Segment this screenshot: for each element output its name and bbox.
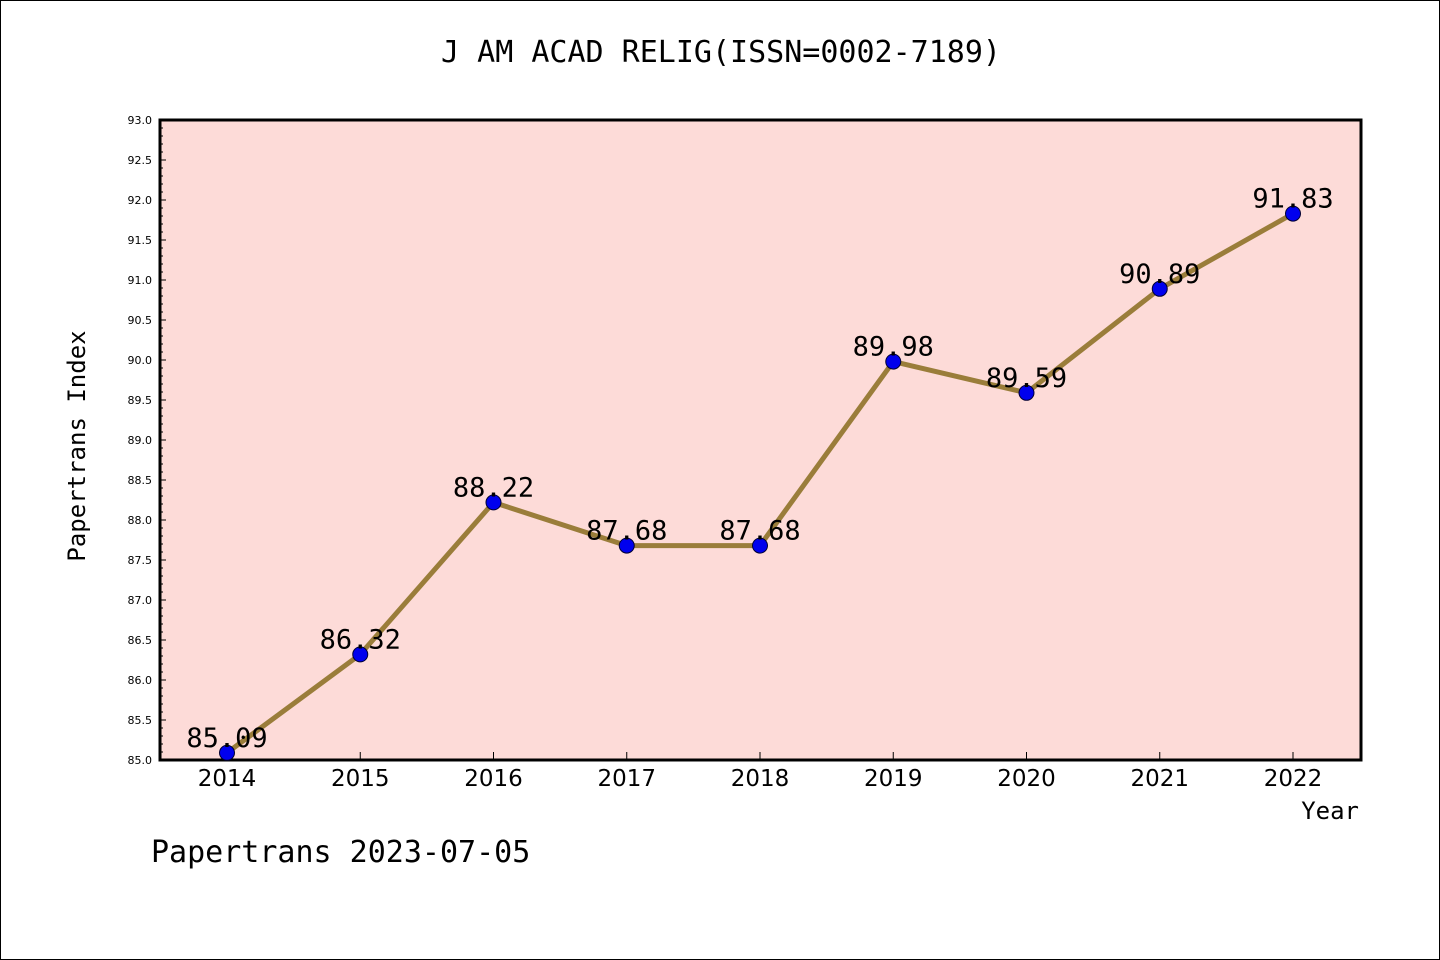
data-label: 88.22 xyxy=(453,472,534,503)
y-tick-label: 91.5 xyxy=(128,234,153,247)
data-label: 85.09 xyxy=(186,723,267,754)
data-label: 86.32 xyxy=(320,624,401,655)
x-tick-label: 2017 xyxy=(597,766,656,792)
y-tick-label: 86.5 xyxy=(128,634,153,647)
data-label: 91.83 xyxy=(1252,184,1333,215)
chart-title: J AM ACAD RELIG(ISSN=0002-7189) xyxy=(441,35,1001,70)
x-tick-label: 2016 xyxy=(464,766,523,792)
data-point-marker xyxy=(1151,280,1168,297)
x-tick-label: 2014 xyxy=(198,766,257,792)
x-tick-label: 2021 xyxy=(1130,766,1189,792)
y-tick-label: 87.5 xyxy=(128,554,153,567)
x-tick-label: 2022 xyxy=(1264,766,1323,792)
y-tick-label: 92.0 xyxy=(128,194,153,207)
data-point-marker xyxy=(885,353,902,370)
data-point-marker xyxy=(1285,205,1301,222)
footer-date-stamp: Papertrans 2023-07-05 xyxy=(151,835,531,870)
y-tick-label: 87.0 xyxy=(128,594,153,607)
y-tick-label: 88.5 xyxy=(128,474,153,487)
y-tick-label: 86.0 xyxy=(128,674,153,687)
y-tick-label: 93.0 xyxy=(128,114,153,127)
data-label: 90.89 xyxy=(1119,259,1200,290)
data-point-marker xyxy=(352,646,369,663)
y-tick-label: 89.5 xyxy=(128,394,153,407)
y-tick-label: 92.5 xyxy=(128,154,153,167)
y-tick-label: 88.0 xyxy=(128,514,153,527)
data-label: 89.98 xyxy=(853,332,934,363)
data-point-marker xyxy=(1018,384,1035,401)
y-tick-label: 85.5 xyxy=(128,714,153,727)
x-tick-label: 2015 xyxy=(331,766,390,792)
y-tick-label: 85.0 xyxy=(128,754,153,767)
y-tick-label: 91.0 xyxy=(128,274,153,287)
data-point-marker xyxy=(752,537,768,554)
y-tick-label: 90.5 xyxy=(128,314,153,327)
data-point-marker xyxy=(219,744,235,761)
y-tick-label: 89.0 xyxy=(128,434,153,447)
data-point-marker xyxy=(618,537,635,554)
x-tick-label: 2018 xyxy=(731,766,790,792)
x-tick-label: 2019 xyxy=(864,766,923,792)
plot-area xyxy=(160,120,1361,760)
data-label: 87.68 xyxy=(719,516,800,547)
data-point-marker xyxy=(485,494,502,511)
data-label: 87.68 xyxy=(586,516,667,547)
x-tick-label: 2020 xyxy=(997,766,1056,792)
plot-border xyxy=(158,118,1363,762)
data-label: 89.59 xyxy=(986,363,1067,394)
x-axis-label: Year xyxy=(1301,797,1359,825)
y-tick-label: 90.0 xyxy=(128,354,153,367)
